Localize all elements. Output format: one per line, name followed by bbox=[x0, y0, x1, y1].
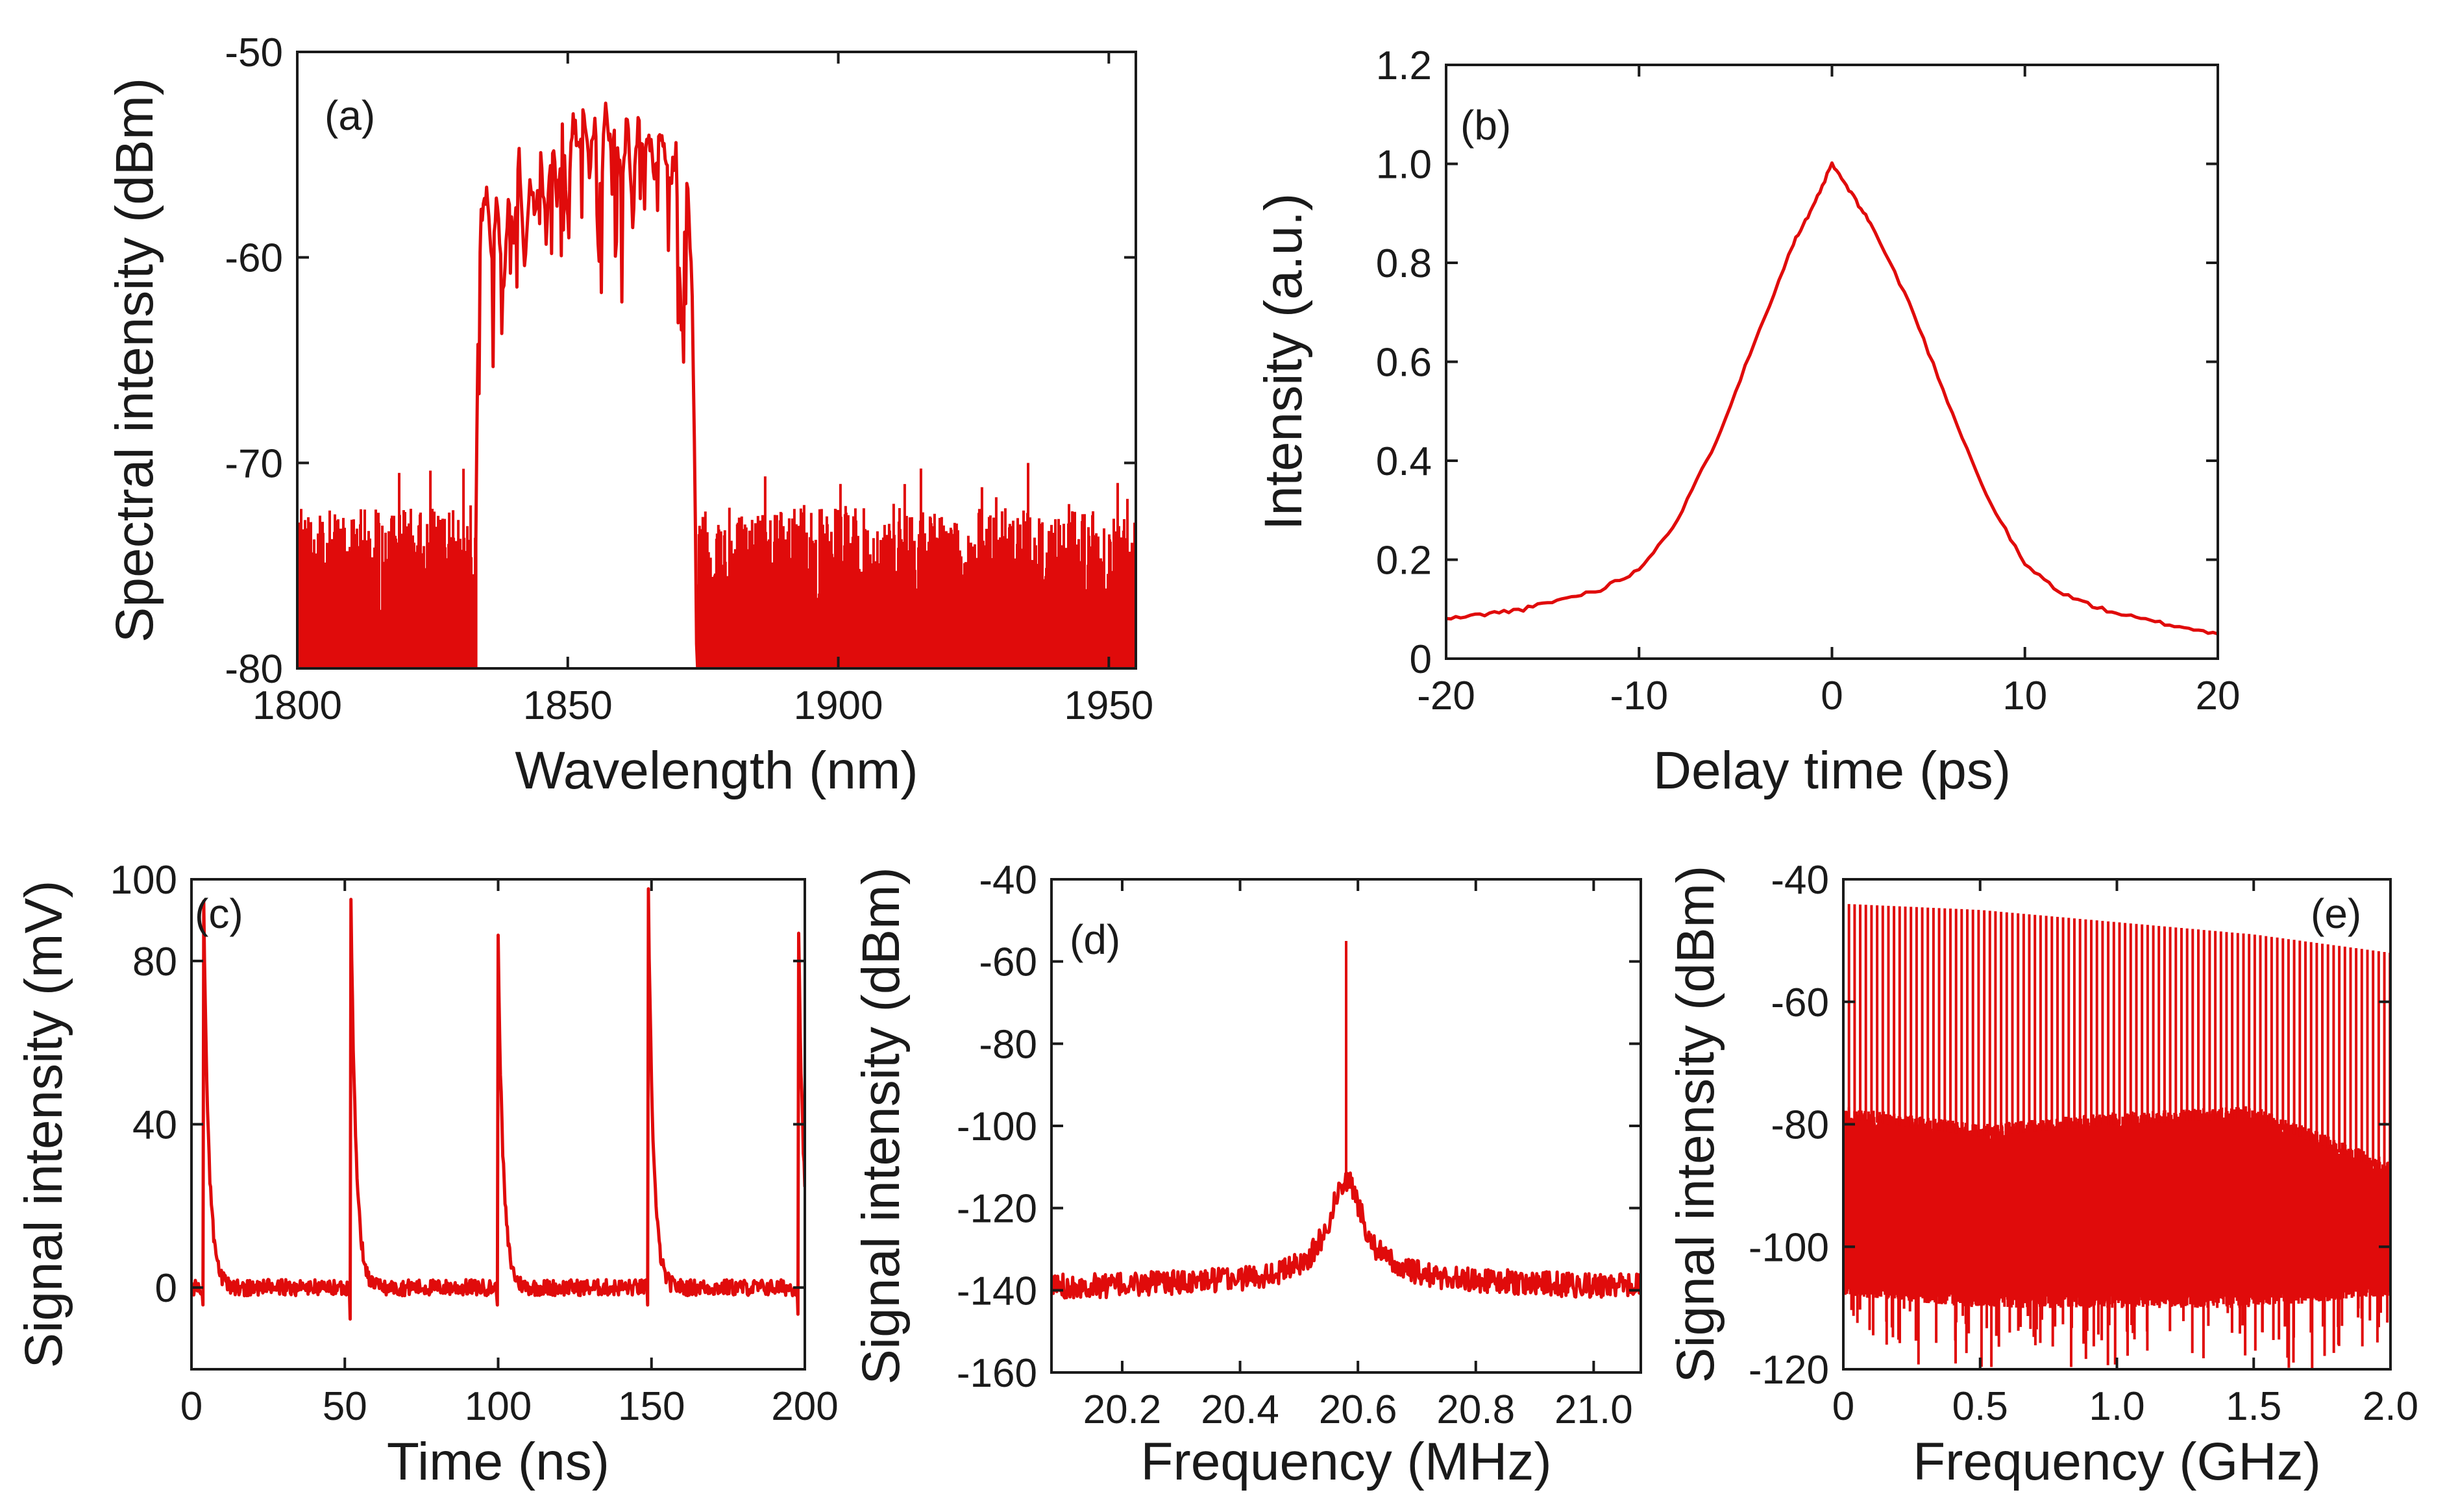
y-axis-label: Signal intensity (dBm) bbox=[1666, 866, 1725, 1384]
y-tick-label: -70 bbox=[225, 441, 283, 486]
x-axis-label: Frequency (MHz) bbox=[1140, 1432, 1551, 1491]
rf-noise-floor-line bbox=[1051, 1171, 1641, 1300]
y-tick-label: -50 bbox=[225, 30, 283, 75]
x-tick-label: 21.0 bbox=[1554, 1387, 1633, 1432]
x-tick-label: 0.5 bbox=[1952, 1384, 2008, 1429]
y-tick-label: 0.2 bbox=[1376, 539, 1432, 583]
noise-floor-region bbox=[297, 469, 478, 668]
x-tick-label: 10 bbox=[2002, 674, 2047, 718]
y-tick-label: -60 bbox=[979, 940, 1037, 985]
y-tick-label: -40 bbox=[979, 858, 1037, 903]
plot-frame bbox=[296, 51, 1137, 670]
x-tick-label: -20 bbox=[1417, 674, 1475, 718]
x-axis-label: Time (ns) bbox=[387, 1432, 609, 1491]
x-tick-label: 20.4 bbox=[1201, 1387, 1279, 1432]
panel-label: (c) bbox=[195, 890, 243, 937]
x-axis-label: Wavelength (nm) bbox=[515, 741, 918, 800]
x-tick-label: 1950 bbox=[1064, 683, 1153, 728]
panel-label: (d) bbox=[1070, 916, 1120, 963]
x-tick-label: 50 bbox=[323, 1384, 367, 1429]
panel-label: (e) bbox=[2311, 890, 2361, 937]
x-tick-label: 20.2 bbox=[1083, 1387, 1162, 1432]
y-tick-label: 0 bbox=[155, 1266, 177, 1311]
spectrum-line bbox=[474, 101, 700, 668]
y-tick-label: -60 bbox=[1771, 981, 1829, 1025]
y-tick-label: 0.4 bbox=[1376, 439, 1432, 484]
x-tick-label: 1.0 bbox=[2089, 1384, 2144, 1429]
y-tick-label: -120 bbox=[957, 1187, 1037, 1232]
y-tick-label: -80 bbox=[1771, 1103, 1829, 1148]
autocorrelation-line bbox=[1445, 161, 2218, 636]
y-tick-label: -60 bbox=[225, 236, 283, 281]
y-tick-label: -80 bbox=[979, 1022, 1037, 1067]
x-tick-label: 2.0 bbox=[2363, 1384, 2418, 1429]
rf-noise-band bbox=[1843, 1106, 2390, 1369]
y-tick-label: 100 bbox=[110, 858, 177, 903]
y-axis-label: Intensity (a.u.) bbox=[1254, 193, 1313, 531]
panel-label: (b) bbox=[1460, 102, 1511, 149]
y-tick-label: -40 bbox=[1771, 858, 1829, 903]
y-tick-label: -120 bbox=[1749, 1348, 1829, 1393]
x-tick-label: 20 bbox=[2196, 674, 2241, 718]
pulse-train-line bbox=[191, 887, 805, 1321]
panel-b-autocorrelation: -20 -10 0 10 20 0 0.2 0.4 0.6 0.8 1.0 1.2 Delay time… bbox=[1254, 43, 2240, 800]
y-axis-label: Signal intensity (mV) bbox=[14, 881, 73, 1369]
x-tick-label: 20.8 bbox=[1436, 1387, 1515, 1432]
panel-d-rf-spectrum-fundamental: 20.2 20.4 20.6 20.8 21.0 -160 -140 -120 -100 -80 -… bbox=[852, 858, 1642, 1491]
x-tick-label: 0 bbox=[180, 1384, 203, 1429]
x-axis-label: Delay time (ps) bbox=[1653, 741, 2011, 800]
x-tick-label: 150 bbox=[618, 1384, 685, 1429]
y-tick-label: 40 bbox=[132, 1103, 177, 1148]
y-tick-label: 0 bbox=[1410, 637, 1432, 682]
plot-frame bbox=[1445, 64, 2219, 660]
y-tick-label: 1.2 bbox=[1376, 43, 1432, 88]
y-tick-label: -80 bbox=[225, 647, 283, 692]
y-axis-label: Signal intensity (dBm) bbox=[852, 867, 911, 1385]
spectrum-trace-group bbox=[297, 101, 1136, 668]
x-tick-label: 0 bbox=[1821, 674, 1843, 718]
panel-label: (a) bbox=[325, 92, 375, 139]
x-tick-label: 1900 bbox=[794, 683, 883, 728]
y-tick-label: -100 bbox=[957, 1104, 1037, 1149]
panel-e-rf-spectrum-wideband: 0 0.5 1.0 1.5 2.0 -120 -100 -80 -60 -40 Frequency … bbox=[1666, 858, 2418, 1491]
y-tick-label: -140 bbox=[957, 1269, 1037, 1313]
x-tick-label: 200 bbox=[771, 1384, 838, 1429]
panel-a-spectrum: 1800 1850 1900 1950 -80 -70 -60 -50 Wavelength (… bbox=[105, 30, 1153, 800]
x-tick-label: 0 bbox=[1832, 1384, 1854, 1429]
y-tick-label: 80 bbox=[132, 940, 177, 984]
y-tick-label: -100 bbox=[1749, 1225, 1829, 1270]
x-tick-label: 1800 bbox=[252, 683, 342, 728]
harmonic-peaks bbox=[1847, 904, 2390, 1173]
x-tick-label: -10 bbox=[1610, 674, 1668, 718]
x-axis-label: Frequency (GHz) bbox=[1913, 1432, 2321, 1491]
x-tick-label: 1.5 bbox=[2226, 1384, 2281, 1429]
noise-floor-region bbox=[696, 463, 1136, 668]
y-tick-label: 1.0 bbox=[1376, 143, 1432, 188]
y-axis-label: Spectral intensity (dBm) bbox=[105, 78, 164, 642]
x-tick-label: 1850 bbox=[523, 683, 613, 728]
y-tick-label: 0.8 bbox=[1376, 241, 1432, 286]
x-tick-label: 100 bbox=[465, 1384, 532, 1429]
y-tick-label: 0.6 bbox=[1376, 341, 1432, 385]
x-tick-label: 20.6 bbox=[1319, 1387, 1397, 1432]
y-tick-label: -160 bbox=[957, 1351, 1037, 1396]
